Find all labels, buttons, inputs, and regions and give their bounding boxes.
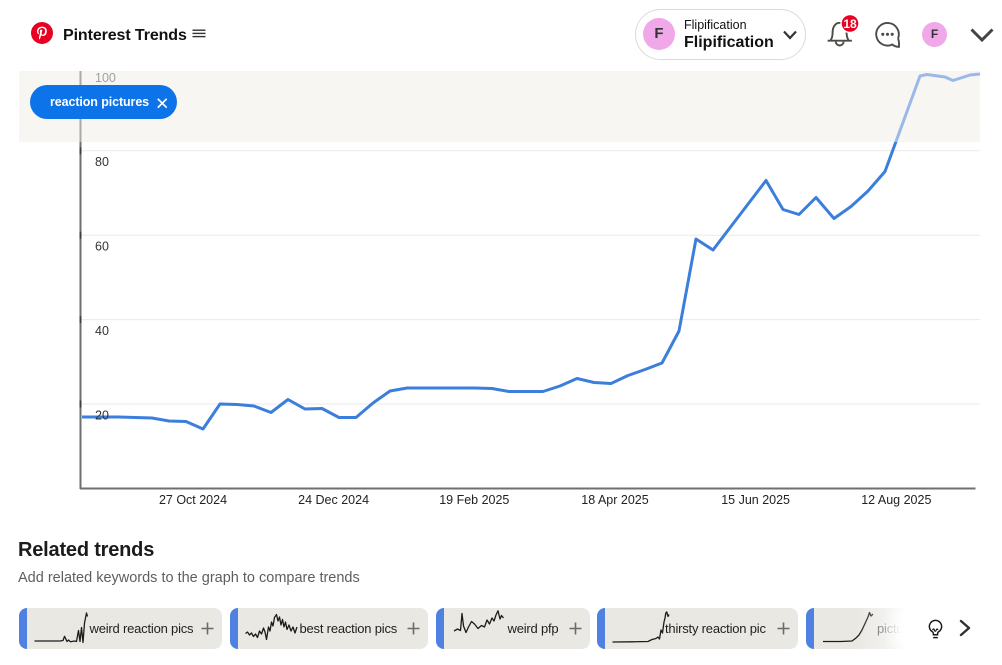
svg-text:18: 18 [843, 17, 857, 31]
svg-text:27 Oct 2024: 27 Oct 2024 [159, 493, 227, 507]
svg-text:80: 80 [95, 155, 109, 169]
svg-text:100: 100 [95, 71, 116, 85]
svg-text:12 Aug 2025: 12 Aug 2025 [861, 493, 931, 507]
svg-text:20: 20 [95, 408, 109, 422]
svg-text:40: 40 [95, 324, 109, 338]
svg-text:60: 60 [95, 240, 109, 254]
svg-text:15 Jun 2025: 15 Jun 2025 [721, 493, 790, 507]
svg-text:18 Apr 2025: 18 Apr 2025 [581, 493, 648, 507]
svg-text:19 Feb 2025: 19 Feb 2025 [439, 493, 509, 507]
svg-text:24 Dec 2024: 24 Dec 2024 [298, 493, 369, 507]
